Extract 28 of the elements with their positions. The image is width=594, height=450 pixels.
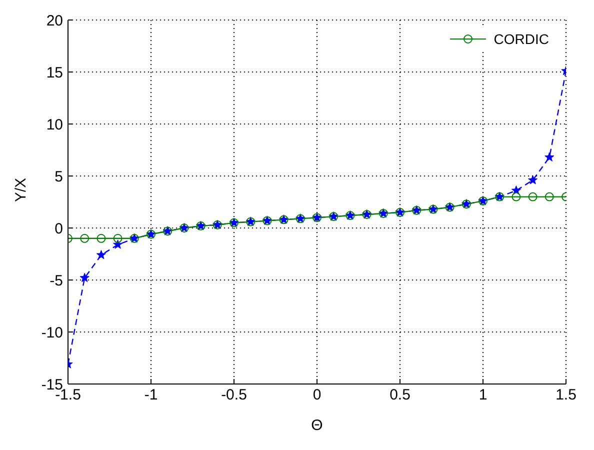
- point: [112, 240, 123, 249]
- x-tick-label: 0.5: [390, 386, 410, 404]
- y-tick-label: 10: [46, 116, 63, 134]
- y-tick-label: -5: [50, 272, 63, 290]
- y-tick-label: 20: [46, 12, 63, 30]
- y-tick-label: -15: [41, 376, 63, 394]
- y-tick-label: 5: [54, 168, 63, 186]
- y-tick-label: -10: [41, 324, 63, 342]
- point: [528, 175, 538, 184]
- x-tick-label: -0.5: [221, 386, 247, 404]
- point: [80, 272, 90, 282]
- point: [512, 192, 521, 202]
- x-tick-label: 1.5: [556, 386, 576, 404]
- point: [80, 234, 90, 243]
- point: [544, 152, 554, 162]
- legend-label: CORDIC: [494, 31, 549, 47]
- x-tick-label: 0: [312, 386, 322, 404]
- point: [96, 250, 106, 260]
- point: [96, 234, 106, 243]
- point: [113, 234, 122, 243]
- y-tick-label: 0: [54, 220, 63, 238]
- y-axis-title: Y/X: [12, 178, 30, 202]
- x-tick-label: -1: [144, 386, 158, 404]
- point: [528, 192, 538, 202]
- y-tick-label: 15: [46, 64, 63, 82]
- point: [544, 192, 554, 202]
- x-axis-title: Θ: [311, 417, 323, 434]
- x-tick-label: 1: [478, 386, 488, 404]
